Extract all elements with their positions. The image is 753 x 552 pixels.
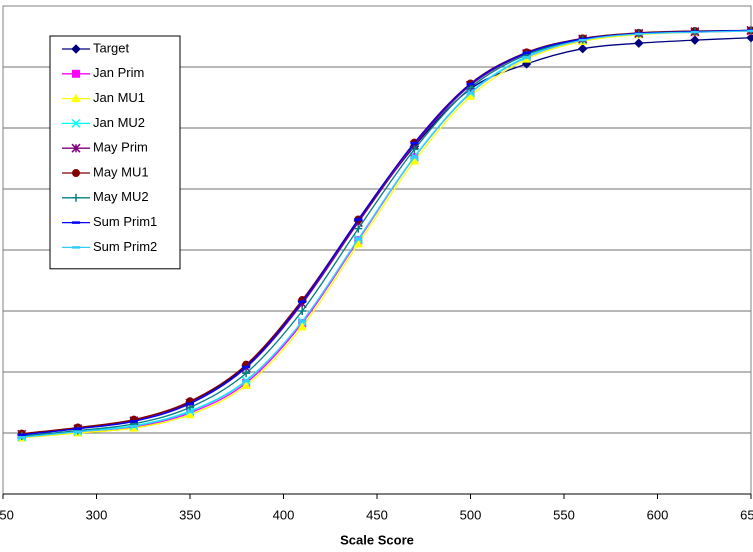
series-line [21,29,752,436]
data-point [241,380,251,389]
legend-label: Jan MU2 [93,115,145,130]
legend-label: May MU1 [93,164,149,179]
legend: Target Jan Prim Jan MU1 Jan MU2 May Prim May … [49,35,181,270]
legend-label: Sum Prim2 [93,239,157,254]
legend-marker [71,143,81,153]
x-tick-label: 350 [179,507,201,522]
x-tick-label: 400 [273,507,295,522]
legend-marker [72,169,80,177]
legend-marker [71,93,81,103]
data-point [242,369,251,378]
data-point [577,43,588,54]
data-point [690,35,700,45]
legend-label: Sum Prim1 [93,214,157,229]
legend-label: Jan MU1 [93,90,145,105]
legend-label: May MU2 [93,189,149,204]
legend-marker [71,118,81,128]
data-point [354,224,363,233]
legend-box [49,35,181,270]
x-tick-label: 450 [366,507,388,522]
series [17,29,753,439]
data-point [185,409,195,419]
legend-label: Target [93,40,130,55]
x-tick-label: 300 [86,507,108,522]
legend-marker [72,69,80,78]
x-tick-label: 650 [740,507,753,522]
x-axis-title: Scale Score [340,532,414,547]
legend-marker [72,193,80,202]
x-tick-label: 500 [460,507,482,522]
legend-label: Jan Prim [93,65,144,80]
data-point [353,238,364,248]
series-line [21,30,752,439]
data-point [297,321,308,331]
legend-label: May Prim [93,140,148,155]
x-tick-label: 600 [647,507,669,522]
x-tick-label: 550 [553,507,575,522]
data-point [298,307,307,315]
series-line [21,30,752,438]
legend-marker [71,44,81,54]
x-tick-label: 250 [0,507,14,522]
data-point [746,33,753,43]
data-point [634,38,644,48]
data-point [410,145,419,154]
